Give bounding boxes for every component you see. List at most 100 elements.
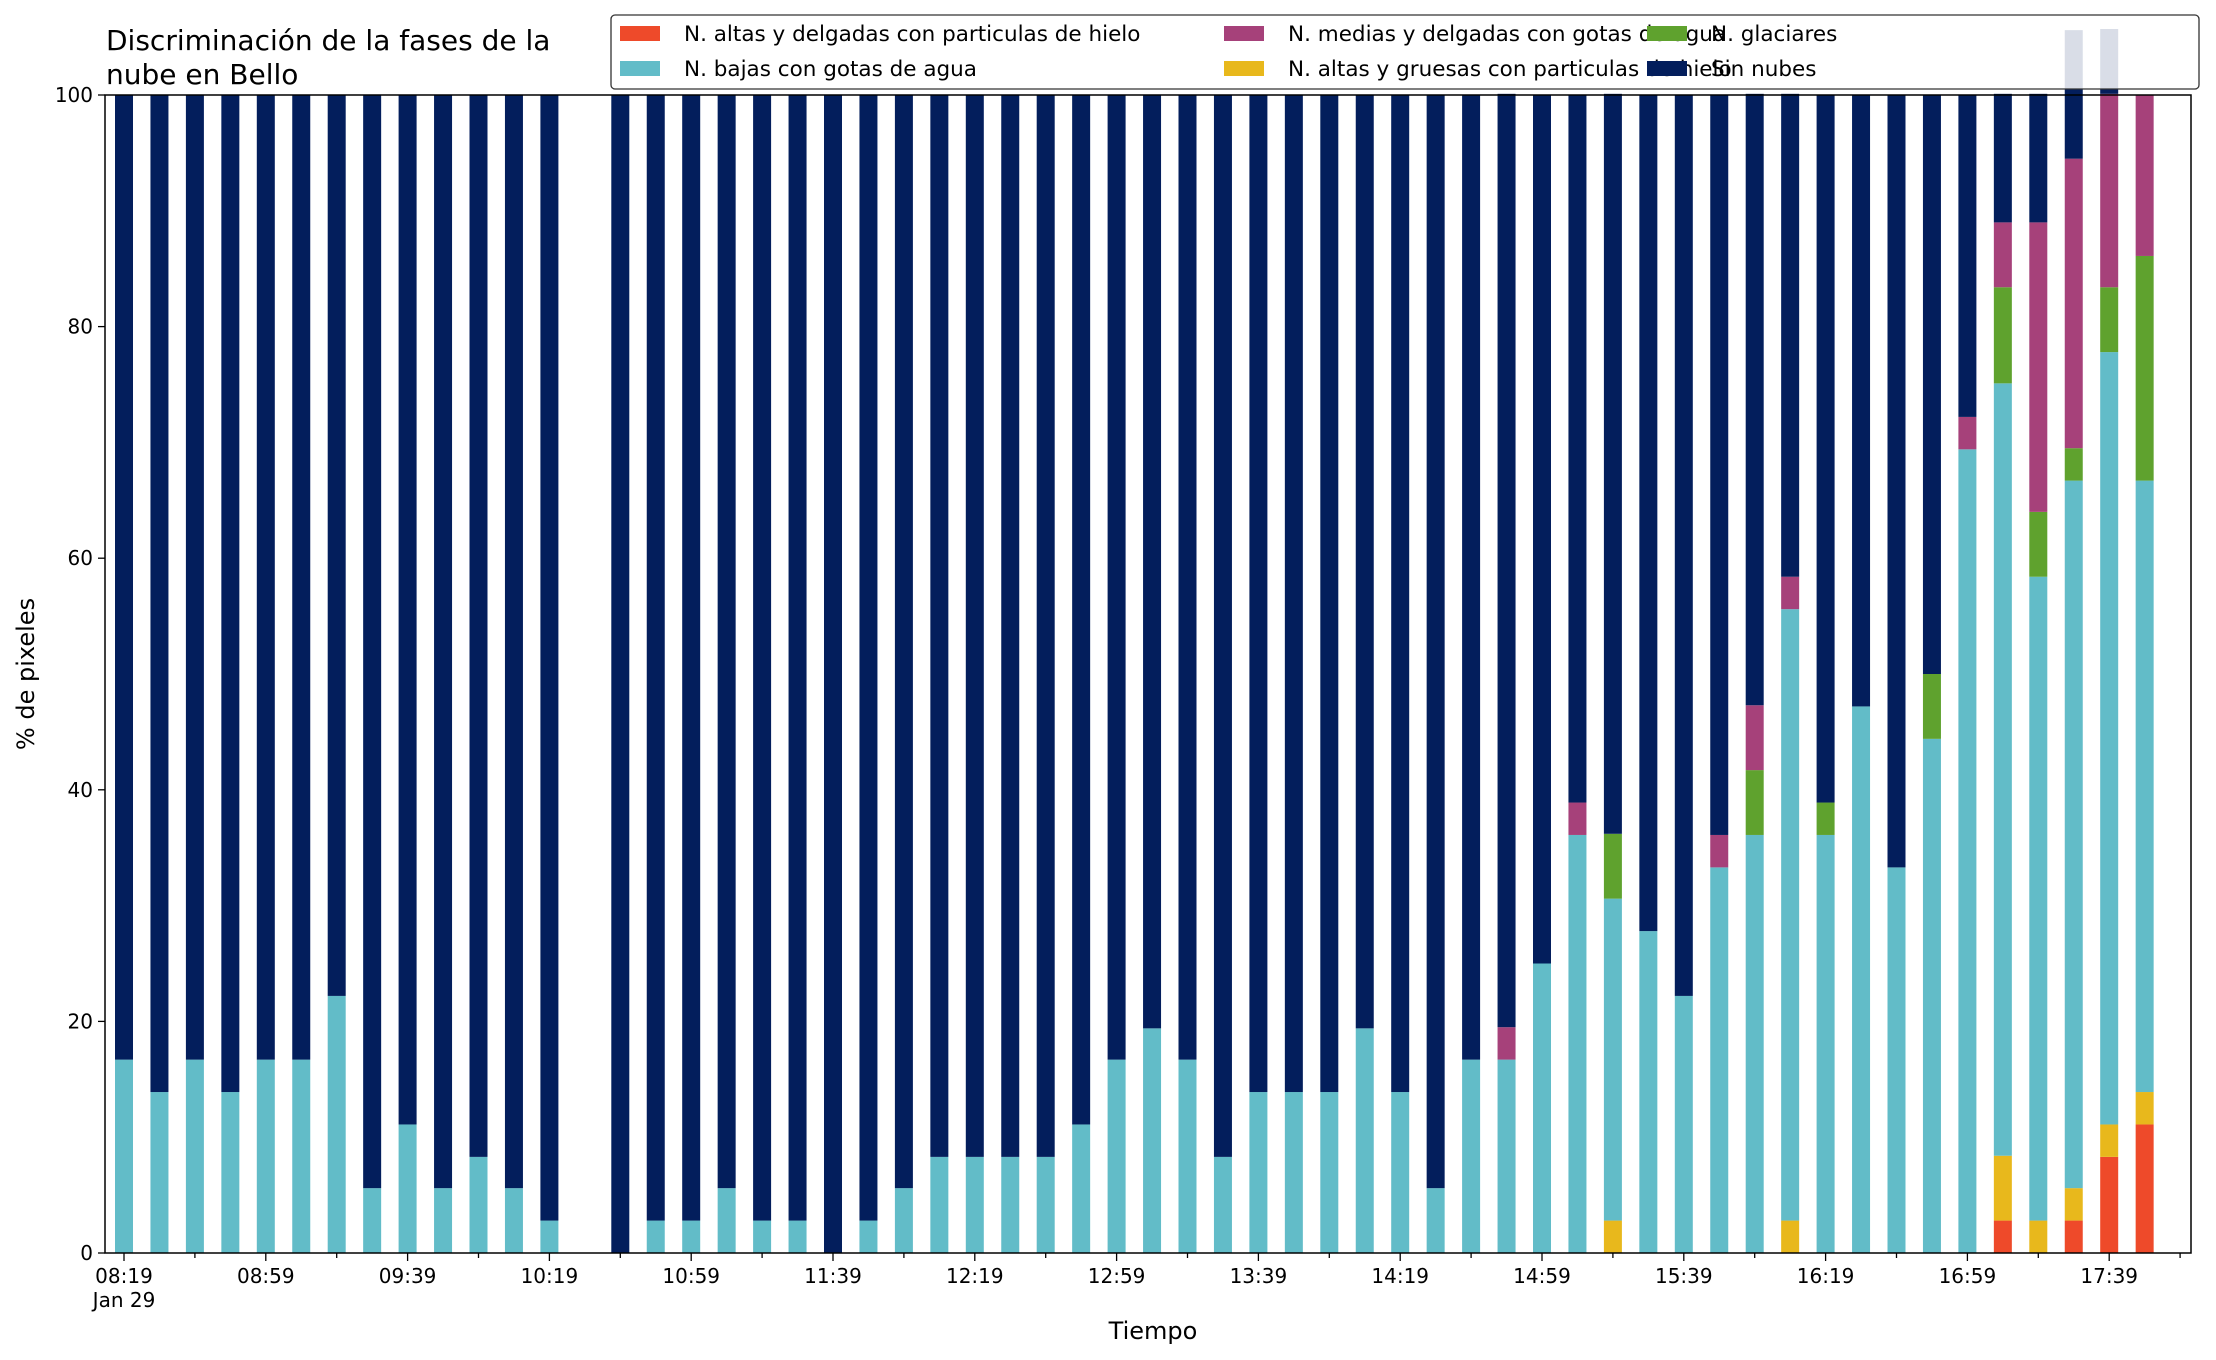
bar-segment [965,1156,984,1253]
bar-segment [1993,383,2012,1156]
bar-segment [1178,1059,1197,1253]
bar-segment [1745,705,1764,771]
bar-segment [2029,511,2048,577]
bar-segment [185,1059,204,1253]
y-axis: 0 20 40 60 80 100 [55,83,105,1265]
bar-segment [1462,1059,1481,1253]
bar-segment [1568,834,1587,1253]
x-tick-label: 16:59 [1939,1264,1997,1288]
y-tick-label: 100 [55,83,93,107]
bar-segment [1710,95,1729,835]
bar-segment [2064,448,2083,481]
bar-segment [859,95,878,1221]
bar-segment [256,1059,275,1253]
bar-segment [1674,995,1693,1253]
bar-segment [1639,95,1658,932]
bar-segment [1745,834,1764,1253]
x-tick-sublabel: Jan 29 [91,1288,156,1312]
bar-segment [753,95,772,1221]
bar-segment [1603,898,1622,1221]
bar-segment [504,1188,523,1253]
bar-segment [753,1220,772,1253]
bar-segment [1993,222,2012,288]
bar-segment [682,1220,701,1253]
x-tick-label: 10:59 [662,1264,720,1288]
bar-segment [1603,833,1622,899]
bar-segment [185,95,204,1060]
bar-segment [115,95,133,1060]
bar-segment [1852,706,1871,1253]
bar-segment [1143,1028,1162,1253]
bar-segment [327,95,346,996]
bar-segment [1249,95,1268,1093]
x-tick-label: 17:39 [2080,1264,2138,1288]
bar-segment [1036,95,1055,1157]
bar-segment [1320,1092,1339,1253]
bar-segment [2100,352,2119,1125]
x-tick-label: 14:59 [1513,1264,1571,1288]
x-tick-label: 16:19 [1797,1264,1855,1288]
x-tick-label: 09:39 [379,1264,437,1288]
bar-segment [1781,609,1800,1221]
bar-segment [1993,287,2012,384]
bar-segment [1072,95,1091,1125]
bar-segment [1355,1028,1374,1253]
x-tick-label: 12:19 [946,1264,1004,1288]
bar-segment [2135,255,2154,481]
bar-segment [1213,95,1232,1157]
legend-frame [610,14,2200,90]
bar-segment [1355,95,1374,1029]
legend-swatch [620,61,660,76]
y-tick-label: 40 [68,778,93,802]
bar-segment [150,1092,169,1253]
bar-segment [682,95,701,1221]
bar-segment [1497,1027,1516,1060]
bar-segment [504,95,523,1189]
bar-segment [2135,480,2154,1093]
bar-segment [540,95,559,1221]
legend-swatch [1224,26,1264,41]
bar-segment [2029,222,2048,512]
bar-segment [327,995,346,1253]
bar-segment [434,95,453,1189]
bar-segment [221,1092,240,1253]
legend-swatch [1647,26,1687,41]
bar-segment [1426,95,1445,1189]
bar-segment [1887,95,1906,868]
bar-segment [1781,93,1800,577]
bar-segment [363,1188,382,1253]
bar-segment [2064,1188,2083,1221]
plot-frame [104,94,2192,1254]
y-tick-label: 80 [68,315,93,339]
bar-segment [1072,1124,1091,1253]
bar-segment [1781,1220,1800,1253]
bar-segment [221,95,240,1093]
bar-segment [1462,95,1481,1060]
bar-segment [1107,1059,1126,1253]
bar-segment [292,1059,311,1253]
bar-segment [788,95,807,1221]
bar-segment [115,1059,133,1253]
bar-segment [1391,1092,1410,1253]
bar-segment [1958,449,1977,1254]
bar-segment [1816,834,1835,1253]
bar-segment [2135,1124,2154,1253]
y-tick-label: 0 [80,1241,93,1265]
legend-label: Sin nubes [1711,57,1816,82]
bar-segment [930,95,949,1157]
bar-segment [1497,93,1516,1028]
bar-segment [2029,1220,2048,1253]
x-tick-label: 12:59 [1088,1264,1146,1288]
bar-segment [1887,867,1906,1253]
bar-segment [398,95,417,1125]
legend-label: N. bajas con gotas de agua [684,57,977,82]
bar-segment [1568,802,1587,835]
bar-segment [2029,93,2048,223]
x-tick-label: 08:19 [95,1264,153,1288]
legend-swatch [1647,61,1687,76]
bar-segment [2064,480,2083,1189]
bar-segment [1001,95,1020,1157]
bar-segment [469,95,488,1157]
bar-segment [2064,158,2083,449]
x-axis-label: Tiempo [1108,1317,1198,1345]
